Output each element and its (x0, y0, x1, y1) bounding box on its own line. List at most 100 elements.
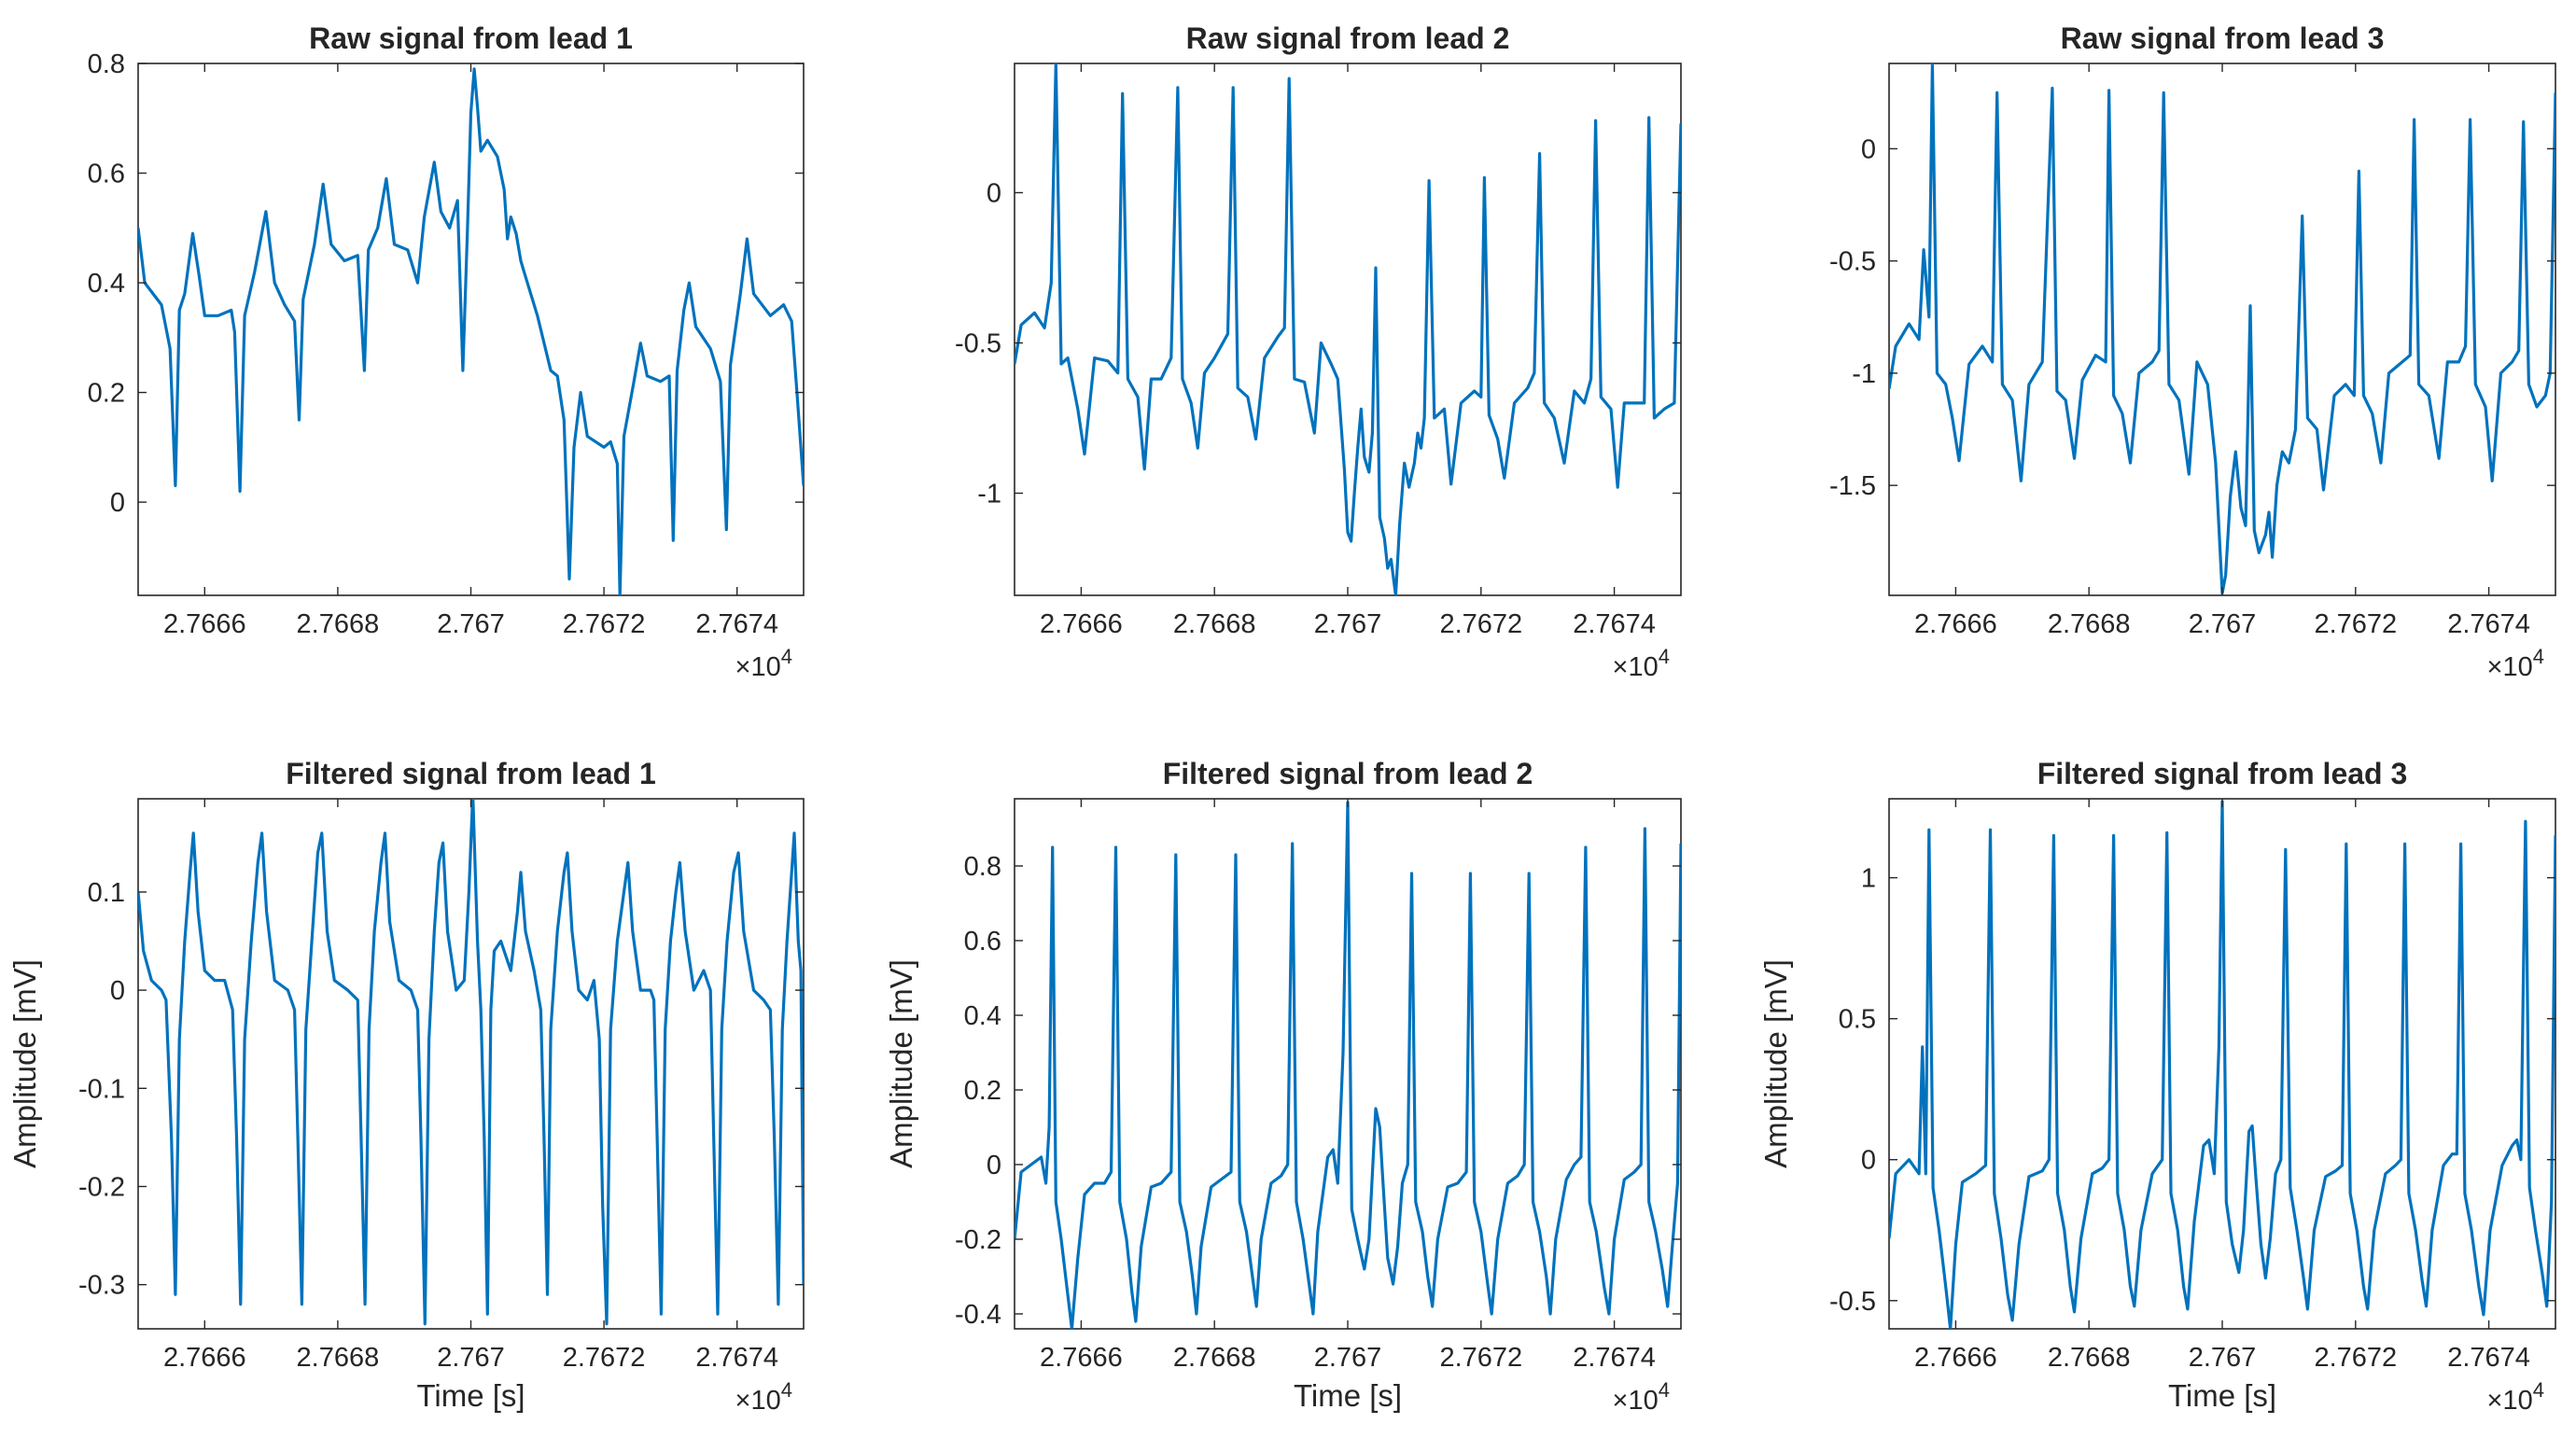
x-tick-label: 2.767 (1314, 1343, 1382, 1373)
y-tick-label: 0 (110, 976, 125, 1006)
x-tick-label: 2.7674 (695, 1343, 778, 1373)
subplot-2: 2.7666 2.7668 2.767 2.7672 2.7674 ×104 -1 -0.5 0… (955, 21, 1682, 682)
series-line-1 (138, 799, 804, 1326)
x-tick-label: 2.7674 (2447, 609, 2530, 639)
y-axis-label: Amplitude [mV] (884, 959, 918, 1168)
series-line-1 (138, 67, 804, 595)
x-exponent-base: ×10 (735, 1386, 781, 1416)
x-axis-label: Time [s] (2168, 1378, 2276, 1413)
x-exponent-power: 4 (781, 1378, 792, 1402)
axes-box (137, 798, 805, 1330)
x-tick-label: 2.767 (2189, 1343, 2257, 1373)
x-tick-label: 2.7666 (163, 609, 246, 639)
x-tick-label: 2.7668 (297, 609, 380, 639)
subplot-4: 2.7666 2.7668 2.767 2.7672 2.7674 ×104 -0.3 -0.… (7, 757, 805, 1416)
x-exponent-power: 4 (1659, 645, 1670, 668)
y-tick-label: 0 (987, 178, 1001, 208)
subplot-title: Filtered signal from lead 3 (2037, 757, 2408, 790)
y-tick-label: 0.8 (88, 49, 125, 79)
x-tick-label: 2.7668 (297, 1343, 380, 1373)
x-exponent-label: ×104 (1613, 1378, 1670, 1416)
x-exponent-base: ×10 (735, 652, 781, 682)
x-tick-label: 2.7666 (1040, 1343, 1123, 1373)
x-tick-label: 2.7668 (2048, 1343, 2131, 1373)
x-exponent-label: ×104 (2487, 1378, 2544, 1416)
y-tick-label: 0 (1861, 1146, 1876, 1176)
y-tick-label: 0.6 (964, 927, 1001, 956)
y-tick-label: 0.4 (964, 1001, 1001, 1031)
x-exponent-power: 4 (2533, 645, 2544, 668)
y-tick-label: 0 (110, 488, 125, 518)
y-axis-label: Amplitude [mV] (7, 959, 42, 1168)
x-tick-label: 2.7666 (1040, 609, 1123, 639)
y-tick-label: -0.5 (1829, 1287, 1876, 1317)
y-tick-label: 0.5 (1839, 1005, 1876, 1035)
y-tick-label: -1 (1852, 359, 1876, 389)
x-tick-label: 2.7668 (1173, 609, 1256, 639)
x-tick-label: 2.7674 (2447, 1343, 2530, 1373)
x-tick-label: 2.7666 (1914, 609, 1997, 639)
y-tick-label: 0 (987, 1151, 1001, 1180)
x-tick-label: 2.7674 (695, 609, 778, 639)
x-tick-label: 2.7672 (1439, 1343, 1522, 1373)
x-exponent-label: ×104 (1613, 645, 1670, 682)
subplot-title: Raw signal from lead 2 (1186, 21, 1510, 55)
x-tick-label: 2.767 (437, 1343, 505, 1373)
x-exponent-base: ×10 (1613, 1386, 1659, 1416)
x-tick-label: 2.7672 (563, 609, 646, 639)
x-tick-label: 2.7674 (1573, 609, 1656, 639)
x-tick-label: 2.7674 (1573, 1343, 1656, 1373)
subplot-6: 2.7666 2.7668 2.767 2.7672 2.7674 ×104 -0.5 0 0.… (1758, 757, 2556, 1416)
x-tick-label: 2.7666 (1914, 1343, 1997, 1373)
y-tick-label: -0.5 (1829, 247, 1876, 277)
x-tick-label: 2.7672 (1439, 609, 1522, 639)
x-tick-label: 2.7672 (2314, 1343, 2397, 1373)
y-tick-label: 0.2 (964, 1076, 1001, 1106)
y-tick-label: 0 (1861, 134, 1876, 164)
subplot-title: Filtered signal from lead 2 (1163, 757, 1533, 790)
y-tick-label: 0.4 (88, 269, 125, 299)
x-tick-label: 2.7668 (2048, 609, 2131, 639)
y-tick-label: 0.8 (964, 852, 1001, 882)
series-line-1 (1889, 800, 2555, 1329)
y-tick-label: 0.2 (88, 379, 125, 409)
y-tick-label: -0.3 (78, 1271, 125, 1301)
subplot-5: 2.7666 2.7668 2.767 2.7672 2.7674 ×104 -0.4 -0.… (884, 757, 1682, 1416)
subplot-title: Raw signal from lead 1 (309, 21, 633, 55)
x-exponent-base: ×10 (2487, 652, 2533, 682)
x-exponent-power: 4 (2533, 1378, 2544, 1402)
y-tick-label: -0.5 (955, 328, 1001, 358)
y-tick-label: -0.4 (955, 1300, 1001, 1330)
y-axis-label: Amplitude [mV] (1758, 959, 1793, 1168)
y-tick-label: -1.5 (1829, 471, 1876, 501)
y-tick-label: 0.6 (88, 160, 125, 189)
y-tick-label: -1 (977, 480, 1001, 510)
x-axis-label: Time [s] (1294, 1378, 1402, 1413)
x-exponent-label: ×104 (735, 1378, 792, 1416)
x-tick-label: 2.7672 (2314, 609, 2397, 639)
series-line-1 (1015, 63, 1681, 595)
axes-box (1888, 63, 2556, 596)
series-line-1 (1015, 801, 1681, 1329)
x-exponent-label: ×104 (735, 645, 792, 682)
y-tick-label: 1 (1861, 864, 1876, 894)
subplot-3: 2.7666 2.7668 2.767 2.7672 2.7674 ×104 -1.5 -1 -… (1829, 21, 2556, 682)
subplot-title: Filtered signal from lead 1 (286, 757, 656, 790)
subplot-title: Raw signal from lead 3 (2061, 21, 2385, 55)
x-exponent-power: 4 (1659, 1378, 1670, 1402)
x-tick-label: 2.7668 (1173, 1343, 1256, 1373)
y-tick-label: -0.2 (78, 1172, 125, 1202)
x-tick-label: 2.7672 (563, 1343, 646, 1373)
x-tick-label: 2.7666 (163, 1343, 246, 1373)
subplot-1: 2.7666 2.7668 2.767 2.7672 2.7674 ×104 0 0.2 0.4… (88, 21, 805, 682)
x-tick-label: 2.767 (2189, 609, 2257, 639)
x-exponent-base: ×10 (2487, 1386, 2533, 1416)
x-tick-label: 2.767 (1314, 609, 1382, 639)
x-exponent-base: ×10 (1613, 652, 1659, 682)
x-exponent-label: ×104 (2487, 645, 2544, 682)
x-tick-label: 2.767 (437, 609, 505, 639)
y-tick-label: 0.1 (88, 878, 125, 908)
x-exponent-power: 4 (781, 645, 792, 668)
series-line-1 (1889, 63, 2555, 595)
